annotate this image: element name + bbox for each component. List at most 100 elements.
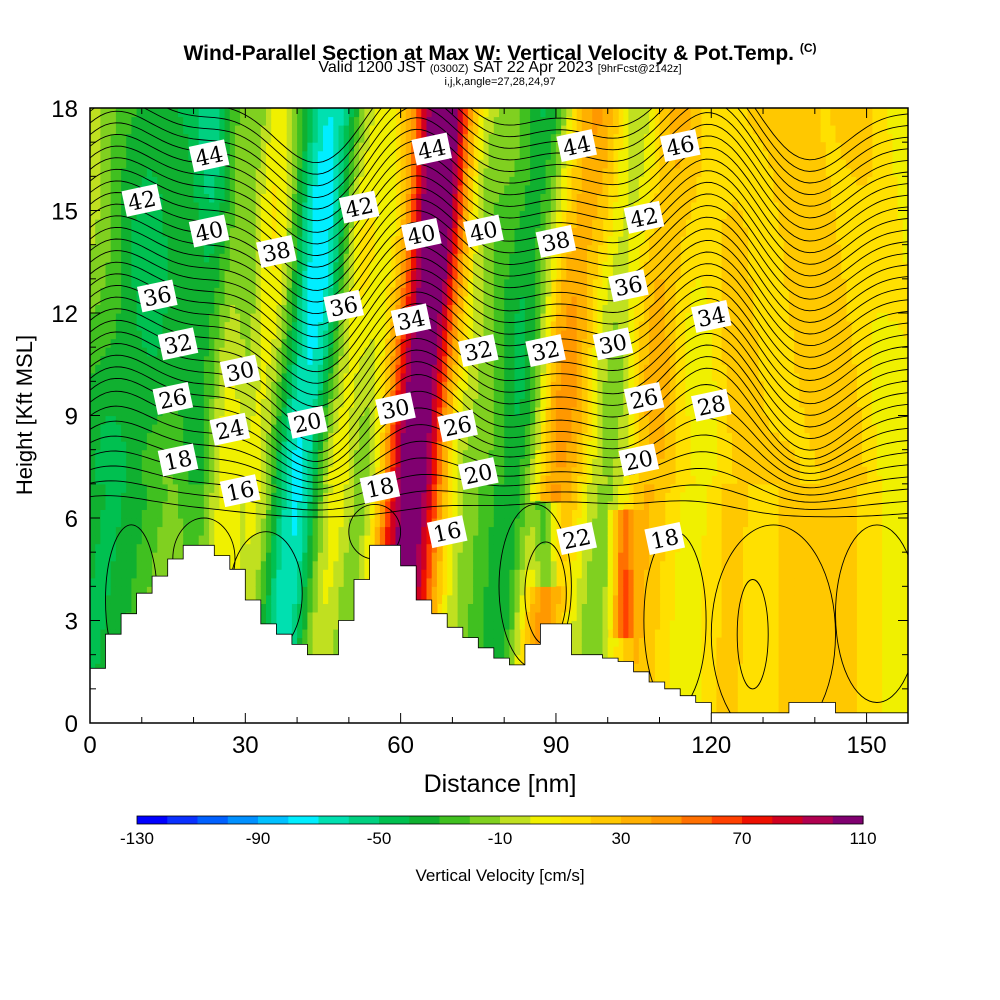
field-cell [229,543,236,553]
field-cell [188,509,195,519]
field-cell [90,500,96,510]
field-cell [307,603,314,613]
field-cell [452,381,459,391]
field-cell [338,219,345,229]
field-cell [266,612,272,622]
field-cell [400,492,407,502]
field-cell [141,500,148,510]
field-cell [90,364,96,374]
field-cell [188,526,195,536]
field-cell [405,552,412,562]
field-cell [359,535,365,545]
field-cell [333,372,340,382]
field-cell [271,586,277,596]
field-cell [240,441,246,451]
field-cell [95,210,101,220]
field-cell [224,167,231,177]
field-cell [436,304,443,314]
field-cell [203,509,210,519]
field-cell [271,347,277,357]
field-cell [131,552,138,562]
field-cell [110,270,117,280]
field-cell [162,142,169,152]
field-cell [141,253,148,263]
field-cell [255,475,262,485]
field-cell [317,142,324,152]
field-cell [452,483,459,493]
field-cell [317,441,324,451]
field-cell [152,347,158,357]
field-cell [235,142,241,152]
field-cell [421,355,428,365]
field-cell [421,586,428,596]
field-cell [390,526,397,536]
field-cell [131,560,138,570]
field-cell [291,364,298,374]
field-cell [281,355,288,365]
field-cell [115,261,122,271]
field-cell [255,321,262,331]
field-cell [229,441,236,451]
field-cell [245,560,252,570]
field-cell [452,552,459,562]
field-cell [162,475,169,485]
field-cell [95,347,101,357]
field-cell [240,210,246,220]
field-cell [100,458,107,468]
field-cell [141,142,148,152]
field-cell [110,381,117,391]
field-cell [250,526,257,536]
field-cell [291,133,298,143]
field-cell [121,295,127,305]
field-cell [312,372,319,382]
field-cell [379,347,386,357]
field-cell [209,372,215,382]
field-cell [317,372,324,382]
field-cell [188,167,195,177]
field-cell [136,560,143,570]
field-cell [442,603,448,613]
field-cell [105,142,112,152]
field-cell [302,133,309,143]
field-cell [312,347,319,357]
field-cell [416,449,422,459]
field-cell [431,364,438,374]
field-cell [297,629,303,639]
field-cell [100,500,107,510]
field-cell [110,227,117,237]
field-cell [105,338,112,348]
field-cell [90,167,96,177]
field-cell [281,483,288,493]
field-cell [146,236,153,246]
field-cell [317,159,324,169]
field-cell [421,261,428,271]
field-cell [431,202,438,212]
field-cell [323,535,329,545]
field-cell [219,449,226,459]
field-cell [400,125,407,135]
field-cell [126,458,132,468]
field-cell [400,552,407,562]
field-cell [136,133,143,143]
field-cell [203,270,210,280]
field-cell [457,543,464,553]
field-cell [198,176,205,186]
field-cell [291,569,298,579]
field-cell [229,304,236,314]
field-cell [250,236,257,246]
field-cell [328,629,334,639]
field-cell [405,253,412,263]
field-cell [369,424,376,434]
field-cell [172,210,179,220]
field-cell [115,535,122,545]
field-cell [281,398,288,408]
field-cell [167,253,174,263]
field-cell [183,253,189,263]
field-cell [400,509,407,519]
field-cell [343,159,350,169]
field-cell [317,364,324,374]
field-cell [203,526,210,536]
field-cell [436,560,443,570]
field-cell [333,577,340,587]
field-cell [312,193,319,203]
